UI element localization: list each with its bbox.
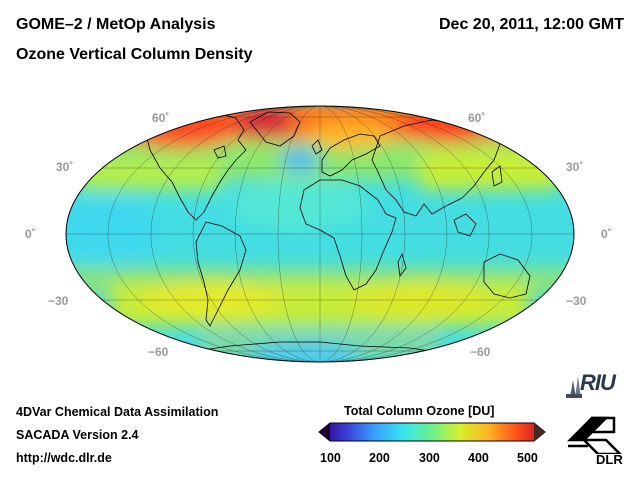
lat-label-right-30n: 30˚ xyxy=(566,160,584,174)
footer-version: SACADA Version 2.4 xyxy=(16,428,139,442)
lat-label-left-30n: 30˚ xyxy=(56,160,74,174)
dlr-logo-text: DLR xyxy=(596,452,623,467)
lat-label-right-0: 0˚ xyxy=(601,227,612,241)
dlr-logo-icon: DLR xyxy=(562,410,634,472)
riu-logo-icon: RIU xyxy=(564,370,630,400)
colorbar-tick-400: 400 xyxy=(468,451,489,465)
lat-label-left-0: 0˚ xyxy=(25,227,36,241)
colorbar-low-arrow xyxy=(319,423,330,441)
colorbar xyxy=(318,422,546,442)
title-left: GOME–2 / MetOp Analysis xyxy=(16,16,216,33)
subtitle: Ozone Vertical Column Density xyxy=(16,46,253,63)
lat-label-right-30s: −30 xyxy=(566,294,587,308)
title-right-datetime: Dec 20, 2011, 12:00 GMT xyxy=(439,16,624,33)
colorbar-gradient xyxy=(318,422,546,442)
riu-logo-text: RIU xyxy=(580,370,616,395)
colorbar-tick-200: 200 xyxy=(369,451,390,465)
colorbar-tick-300: 300 xyxy=(419,451,440,465)
lat-label-right-60s: −60 xyxy=(470,345,491,359)
footer-method: 4DVar Chemical Data Assimilation xyxy=(16,405,219,419)
colorbar-tick-100: 100 xyxy=(320,451,341,465)
footer-url[interactable]: http://wdc.dlr.de xyxy=(16,451,112,465)
lat-label-right-60n: 60˚ xyxy=(468,111,486,125)
lat-label-left-60n: 60˚ xyxy=(152,111,170,125)
colorbar-title: Total Column Ozone [DU] xyxy=(344,404,495,418)
map-outline xyxy=(65,105,575,363)
colorbar-tick-500: 500 xyxy=(517,451,538,465)
riu-logo-graphic xyxy=(566,376,582,398)
lat-label-left-30s: −30 xyxy=(48,294,69,308)
colorbar-high-arrow xyxy=(534,423,545,441)
lat-label-left-60s: −60 xyxy=(148,345,169,359)
dlr-logo-graphic xyxy=(566,416,624,456)
